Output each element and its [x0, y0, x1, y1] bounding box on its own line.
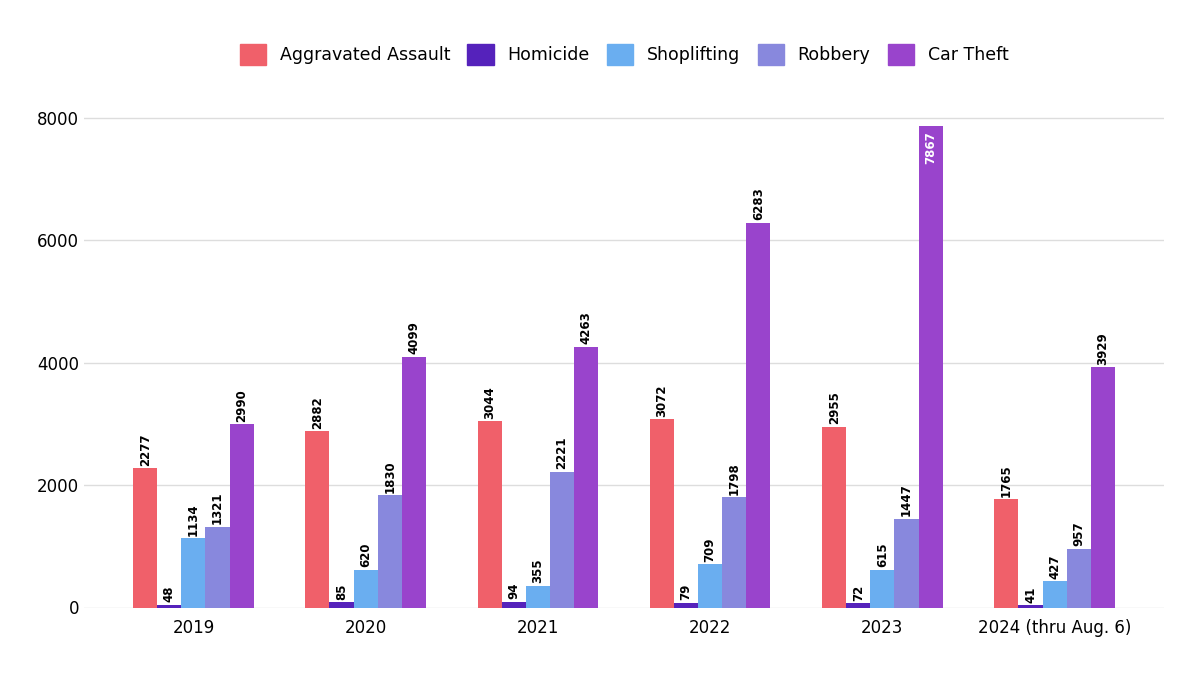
Text: 427: 427 [1048, 554, 1061, 579]
Text: 72: 72 [852, 585, 865, 601]
Text: 1321: 1321 [211, 491, 224, 524]
Bar [1019, 605, 1043, 608]
Text: 1447: 1447 [900, 484, 913, 516]
Bar [133, 468, 157, 608]
Bar [650, 419, 674, 608]
Bar [846, 603, 870, 608]
Text: 3072: 3072 [655, 385, 668, 417]
Bar [1067, 549, 1091, 608]
Bar [995, 500, 1019, 608]
Text: 2221: 2221 [556, 437, 569, 469]
Text: 1830: 1830 [383, 460, 396, 493]
Bar [550, 472, 574, 608]
Bar [502, 601, 526, 608]
Bar [1091, 367, 1115, 608]
Text: 620: 620 [359, 543, 372, 567]
Bar [746, 223, 770, 608]
Text: 1134: 1134 [187, 503, 200, 536]
Bar [822, 427, 846, 608]
Text: 7867: 7867 [924, 131, 937, 163]
Bar [918, 126, 943, 608]
Text: 1798: 1798 [727, 462, 740, 495]
Bar [870, 570, 894, 608]
Bar [229, 425, 253, 608]
Bar [526, 586, 550, 608]
Text: 3929: 3929 [1097, 332, 1109, 365]
Bar [402, 356, 426, 608]
Bar [894, 519, 918, 608]
Text: 48: 48 [163, 586, 175, 602]
Bar [354, 570, 378, 608]
Bar [378, 495, 402, 608]
Text: 85: 85 [335, 583, 348, 600]
Text: 2277: 2277 [139, 433, 151, 466]
Bar [205, 526, 229, 608]
Bar [1043, 581, 1067, 608]
Bar [698, 564, 722, 608]
Text: 94: 94 [508, 583, 521, 599]
Text: 6283: 6283 [752, 188, 764, 221]
Text: 1765: 1765 [1000, 464, 1013, 497]
Text: 4263: 4263 [580, 311, 593, 344]
Bar [330, 602, 354, 608]
Bar [181, 538, 205, 608]
Bar [478, 421, 502, 608]
Text: 615: 615 [876, 543, 889, 568]
Text: 2882: 2882 [311, 396, 324, 429]
Text: 4099: 4099 [407, 321, 420, 354]
Text: 957: 957 [1073, 522, 1085, 547]
Bar [574, 346, 598, 608]
Legend: Aggravated Assault, Homicide, Shoplifting, Robbery, Car Theft: Aggravated Assault, Homicide, Shopliftin… [233, 37, 1015, 72]
Bar [722, 497, 746, 608]
Bar [157, 605, 181, 608]
Text: 3044: 3044 [484, 386, 496, 418]
Text: 79: 79 [679, 584, 692, 600]
Text: 709: 709 [703, 537, 716, 562]
Bar [305, 431, 330, 608]
Bar [674, 603, 698, 608]
Text: 2990: 2990 [235, 389, 248, 422]
Text: 2955: 2955 [828, 392, 841, 424]
Text: 355: 355 [532, 559, 545, 583]
Text: 41: 41 [1024, 586, 1037, 603]
